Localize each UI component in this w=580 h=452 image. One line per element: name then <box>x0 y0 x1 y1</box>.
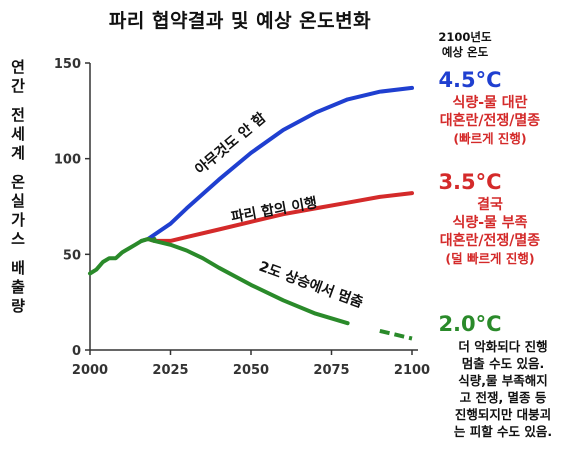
x-tick-label: 2025 <box>152 363 188 378</box>
outcome-green-line-5: 진행되지만 대붕괴 <box>454 407 552 422</box>
y-axis-label-char: 간 <box>11 77 25 95</box>
outcome-green-desc: 더 악화되다 진행 멈출 수도 있음. 식량,물 부족해지 고 전쟁, 멸종 등… <box>428 338 578 440</box>
series-green-line-dashed <box>379 328 413 341</box>
y-axis-label-char: 배 <box>11 259 25 277</box>
y-tick-label: 50 <box>63 248 81 263</box>
y-tick-label: 0 <box>72 344 81 359</box>
y-axis-label-char: 가 <box>11 211 25 229</box>
outcome-red-line-3: 대혼란/전쟁/멸종 <box>439 233 541 249</box>
y-axis-label-char: 전 <box>11 106 25 124</box>
outcome-red-desc: 결국 식량-물 부족 대혼란/전쟁/멸종 (덜 빠르게 진행) <box>405 196 575 268</box>
outcome-blue-desc: 식량-물 대란 대혼란/전쟁/멸종 (빠르게 진행) <box>405 94 575 148</box>
outcome-blue-note: (빠르게 진행) <box>453 131 527 146</box>
y-axis-label-char: 세 <box>11 125 25 143</box>
x-tick-label: 2050 <box>233 363 269 378</box>
series-label-green: 2도 상승에서 멈춤 <box>257 258 366 312</box>
outcome-red-line-1: 결국 <box>477 197 503 213</box>
y-axis-label-char: 스 <box>11 230 25 248</box>
y-axis-label-char: 온 <box>11 173 25 191</box>
series-red-line <box>146 191 414 243</box>
history-line <box>88 237 157 276</box>
outcome-green-line-2: 멈출 수도 있음. <box>461 356 545 371</box>
y-axis-label-char: 량 <box>11 297 25 315</box>
header-line-1: 2100년도 <box>438 30 492 44</box>
y-axis-label-char: 출 <box>11 278 25 296</box>
header-2100-temp: 2100년도 예상 온도 <box>420 30 510 60</box>
y-axis-label-char: 연 <box>11 58 25 76</box>
series-green-line <box>139 237 350 326</box>
x-tick-label: 2000 <box>72 363 108 378</box>
y-axis-label-char: 실 <box>11 192 25 210</box>
outcome-blue-line-2: 대혼란/전쟁/멸종 <box>439 113 541 129</box>
y-axis-label-char: 계 <box>11 144 25 162</box>
outcome-green-line-6: 는 피할 수도 있음. <box>453 424 553 439</box>
x-tick-label: 2100 <box>394 363 430 378</box>
outcome-green-line-4: 고 전쟁, 멸종 등 <box>459 390 547 405</box>
outcome-red-note: (덜 빠르게 진행) <box>445 251 535 266</box>
series-label-red: 파리 합의 이행 <box>230 194 319 226</box>
outcome-blue-temp: 4.5°C <box>438 68 502 92</box>
outcome-green-line-1: 더 악화되다 진행 <box>458 339 548 354</box>
header-line-2: 예상 온도 <box>441 45 489 59</box>
outcome-red-line-2: 식량-물 부족 <box>452 215 528 231</box>
outcome-green-temp: 2.0°C <box>438 312 502 336</box>
y-tick-label: 100 <box>54 153 81 168</box>
outcome-red-temp: 3.5°C <box>438 170 502 194</box>
series-blue-line <box>146 85 414 241</box>
x-tick-label: 2075 <box>313 363 349 378</box>
chart-title: 파리 협약결과 및 예상 온도변화 <box>108 10 372 32</box>
y-tick-label: 150 <box>54 57 81 72</box>
outcome-green-line-3: 식량,물 부족해지 <box>458 373 548 388</box>
outcome-blue-line-1: 식량-물 대란 <box>452 95 528 111</box>
